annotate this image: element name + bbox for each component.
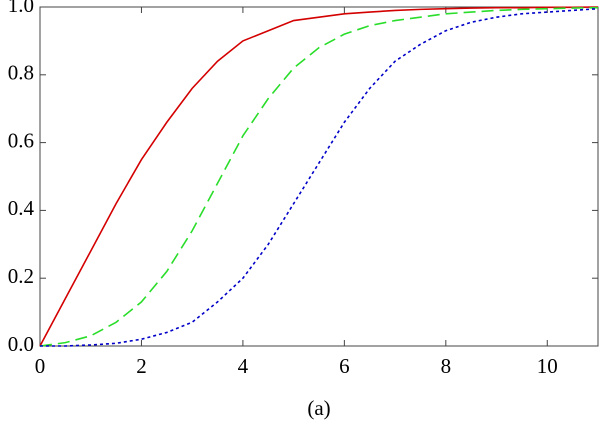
y-tick-label: 1.0 <box>8 0 34 17</box>
x-tick-label: 8 <box>441 354 452 378</box>
x-tick-label: 0 <box>35 354 46 378</box>
x-tick-label: 6 <box>339 354 350 378</box>
y-tick-label: 0.6 <box>8 128 34 152</box>
x-tick-label: 2 <box>136 354 147 378</box>
y-tick-label: 0.0 <box>8 332 34 356</box>
plot-frame <box>39 6 599 347</box>
y-tick-label: 0.8 <box>8 61 34 85</box>
series-line <box>39 6 599 347</box>
y-tick-label: 0.4 <box>8 196 35 220</box>
x-tick-label: 4 <box>238 354 249 378</box>
y-tick-label: 0.2 <box>8 264 34 288</box>
x-tick-label: 10 <box>537 354 558 378</box>
series-line <box>40 7 599 347</box>
caption: (a) <box>307 396 330 420</box>
series-line <box>39 6 599 347</box>
